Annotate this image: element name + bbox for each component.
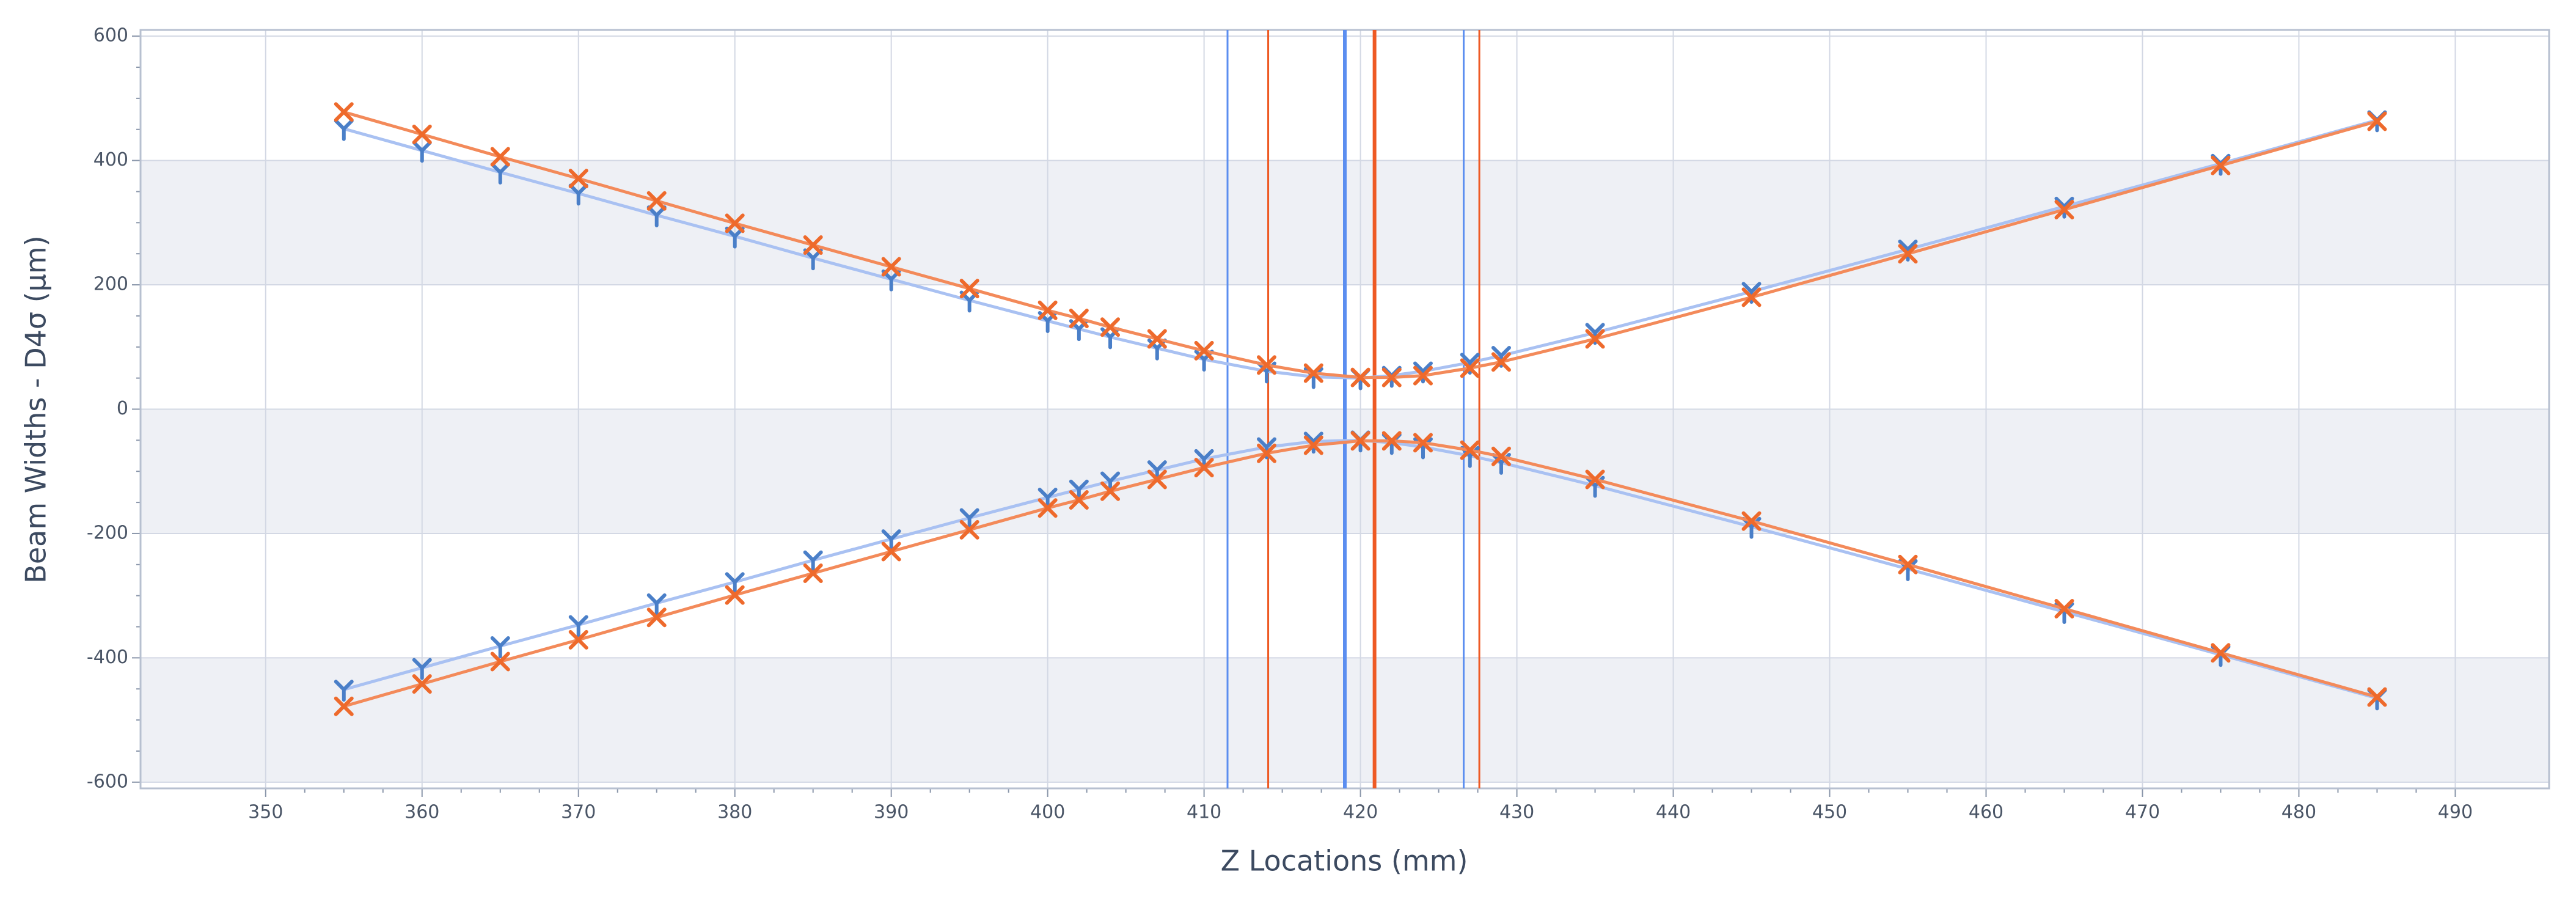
data-point (1100, 481, 1121, 501)
data-point (1413, 433, 1433, 453)
x-tick-label: 420 (1343, 802, 1378, 823)
data-point (959, 519, 979, 540)
data-point (334, 696, 354, 716)
data-point (1069, 490, 1089, 510)
data-point (1381, 431, 1402, 451)
data-point (568, 615, 588, 637)
x-tick-label: 450 (1812, 802, 1847, 823)
y-tick-label: 400 (93, 149, 128, 171)
data-point (568, 169, 588, 189)
data-point (725, 572, 745, 595)
x-tick-label: 470 (2125, 802, 2160, 823)
data-point (490, 651, 510, 672)
x-tick-label: 370 (561, 802, 596, 823)
data-point (646, 593, 667, 615)
y-tick-label: -200 (87, 522, 128, 543)
data-point (959, 279, 979, 299)
data-point (1413, 365, 1433, 386)
data-point (1491, 352, 1511, 372)
x-tick-label: 390 (874, 802, 909, 823)
data-point (1069, 308, 1089, 328)
data-point (1037, 498, 1058, 518)
y-tick-label: 600 (93, 25, 128, 46)
x-tick-label: 490 (2438, 802, 2473, 823)
data-point (568, 629, 588, 650)
data-point (646, 205, 667, 228)
data-point (1350, 367, 1370, 387)
data-point (490, 636, 510, 658)
data-point (334, 680, 354, 702)
data-point (1898, 244, 1918, 264)
x-tick-label: 410 (1187, 802, 1221, 823)
data-point (1194, 458, 1214, 478)
data-point (1491, 446, 1511, 466)
y-tick-label: -600 (87, 771, 128, 792)
x-tick-label: 400 (1030, 802, 1065, 823)
data-point (725, 585, 745, 605)
data-point (1100, 317, 1121, 337)
data-point (881, 529, 901, 551)
data-point (2211, 643, 2231, 663)
x-tick-label: 360 (404, 802, 439, 823)
data-point (2211, 155, 2231, 175)
data-point (2367, 111, 2387, 131)
data-point (412, 658, 432, 680)
data-point (334, 119, 354, 141)
data-point (1147, 329, 1167, 349)
data-point (1741, 287, 1762, 307)
data-point (959, 508, 979, 530)
data-point (1303, 435, 1323, 455)
data-point (1460, 358, 1480, 378)
data-point (1460, 440, 1480, 460)
y-tick-label: 0 (117, 398, 128, 419)
data-point (1257, 355, 1277, 375)
y-tick-label: 200 (93, 274, 128, 295)
data-point (1585, 329, 1605, 349)
data-point (490, 162, 510, 185)
data-point (568, 183, 588, 206)
x-tick-label: 440 (1656, 802, 1691, 823)
data-point (646, 607, 667, 628)
data-point (490, 147, 510, 167)
data-point (2054, 199, 2074, 219)
data-point (881, 257, 901, 277)
x-tick-label: 350 (248, 802, 283, 823)
data-point (412, 124, 432, 144)
data-point (412, 674, 432, 694)
data-point (725, 213, 745, 233)
y-axis-title: Beam Widths - D4σ (μm) (20, 235, 53, 583)
y-tick-label: -400 (87, 647, 128, 668)
data-point (1898, 554, 1918, 574)
data-point (1741, 511, 1762, 531)
data-point (803, 235, 823, 255)
data-point (1194, 340, 1214, 361)
data-point (1585, 469, 1605, 490)
data-point (646, 191, 667, 211)
x-tick-label: 480 (2281, 802, 2316, 823)
data-point (412, 141, 432, 163)
data-point (1257, 443, 1277, 463)
data-point (881, 541, 901, 562)
data-point (334, 102, 354, 122)
data-point (1350, 431, 1370, 451)
data-point (1037, 300, 1058, 320)
x-tick-label: 380 (717, 802, 752, 823)
data-point (1303, 363, 1323, 383)
data-point (803, 550, 823, 573)
x-tick-label: 430 (1499, 802, 1534, 823)
data-point (803, 563, 823, 584)
data-point (2367, 687, 2387, 707)
data-point (1147, 469, 1167, 490)
x-tick-label: 460 (1969, 802, 2003, 823)
data-point (2054, 599, 2074, 619)
x-axis-title: Z Locations (mm) (1221, 845, 1468, 878)
data-point (1381, 367, 1402, 387)
